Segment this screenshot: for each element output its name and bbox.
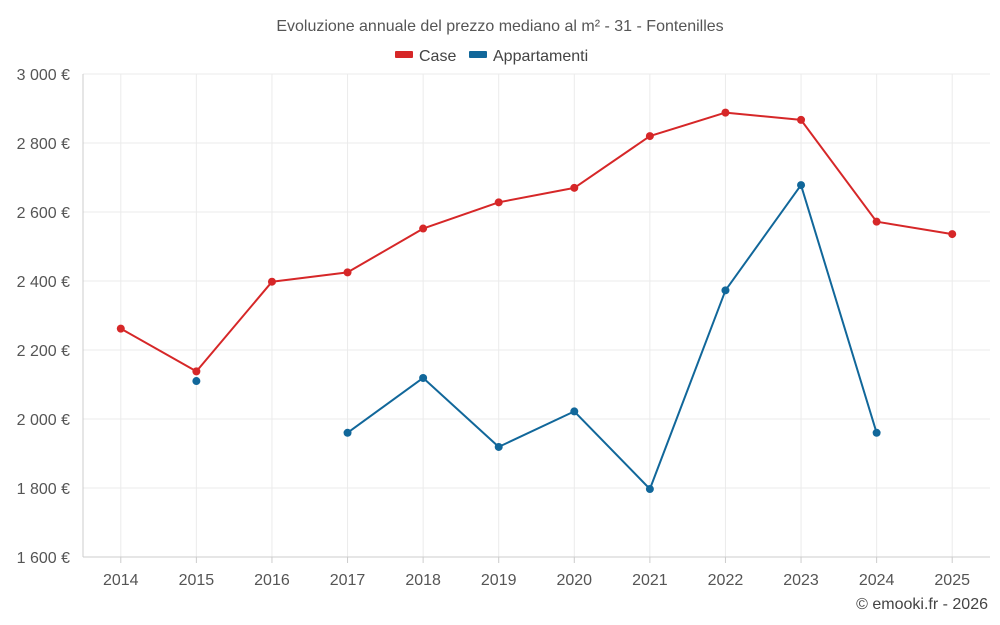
data-point-appartamenti-2015[interactable]	[192, 377, 201, 386]
series-appartamenti	[192, 181, 881, 494]
x-tick-label: 2019	[481, 572, 517, 589]
chart-title: Evoluzione annuale del prezzo mediano al…	[276, 18, 723, 35]
x-tick-label: 2016	[254, 572, 290, 589]
data-point-appartamenti-2022[interactable]	[721, 286, 730, 295]
data-point-case-2025[interactable]	[948, 230, 957, 239]
x-tick-label: 2025	[934, 572, 970, 589]
data-point-appartamenti-2023[interactable]	[797, 181, 806, 190]
data-point-case-2021[interactable]	[645, 132, 654, 141]
x-tick-label: 2014	[103, 572, 139, 589]
data-point-appartamenti-2018[interactable]	[419, 373, 428, 382]
data-point-case-2019[interactable]	[494, 198, 503, 207]
data-point-case-2015[interactable]	[192, 367, 201, 376]
legend-item-appartamenti[interactable]: Appartamenti	[469, 48, 588, 65]
series-line-appartamenti	[346, 184, 878, 490]
series	[116, 108, 957, 494]
axes: 1 600 € 1 800 € 2 000 € 2 200 € 2 400 € 2 600…	[17, 67, 990, 589]
data-point-case-2022[interactable]	[721, 108, 730, 117]
data-point-appartamenti-2024[interactable]	[872, 428, 881, 437]
data-point-appartamenti-2021[interactable]	[645, 485, 654, 494]
x-tick-label: 2017	[330, 572, 366, 589]
data-point-appartamenti-2017[interactable]	[343, 428, 352, 437]
y-tick-label: 1 600 €	[17, 550, 70, 567]
y-tick-label: 2 600 €	[17, 205, 70, 222]
y-tick-label: 2 000 €	[17, 412, 70, 429]
data-point-case-2024[interactable]	[872, 217, 881, 226]
grid	[83, 73, 990, 558]
x-tick-label: 2024	[859, 572, 895, 589]
legend-label-case: Case	[419, 48, 456, 65]
x-tick-label: 2021	[632, 572, 668, 589]
series-line-case	[120, 111, 953, 373]
x-tick-label: 2023	[783, 572, 819, 589]
series-case	[116, 108, 957, 376]
legend-swatch-case	[395, 51, 413, 58]
data-point-appartamenti-2019[interactable]	[494, 442, 503, 451]
x-tick-label: 2018	[405, 572, 441, 589]
data-point-case-2020[interactable]	[570, 183, 579, 192]
data-point-case-2023[interactable]	[797, 115, 806, 124]
y-tick-label: 2 200 €	[17, 343, 70, 360]
data-point-case-2018[interactable]	[419, 224, 428, 233]
y-tick-label: 1 800 €	[17, 481, 70, 498]
y-tick-label: 2 400 €	[17, 274, 70, 291]
credit-text: © emooki.fr - 2026	[856, 596, 988, 613]
x-tick-label: 2015	[179, 572, 215, 589]
legend-item-case[interactable]: Case	[395, 48, 456, 65]
legend: Case Appartamenti	[395, 48, 588, 65]
x-tick-label: 2022	[708, 572, 744, 589]
data-point-case-2017[interactable]	[343, 268, 352, 277]
y-tick-label: 2 800 €	[17, 136, 70, 153]
data-point-case-2014[interactable]	[116, 324, 125, 333]
legend-label-appartamenti: Appartamenti	[493, 48, 588, 65]
data-point-appartamenti-2020[interactable]	[570, 407, 579, 416]
data-point-case-2016[interactable]	[267, 277, 276, 286]
y-tick-label: 3 000 €	[17, 67, 70, 84]
legend-swatch-appartamenti	[469, 51, 487, 58]
x-tick-label: 2020	[556, 572, 592, 589]
